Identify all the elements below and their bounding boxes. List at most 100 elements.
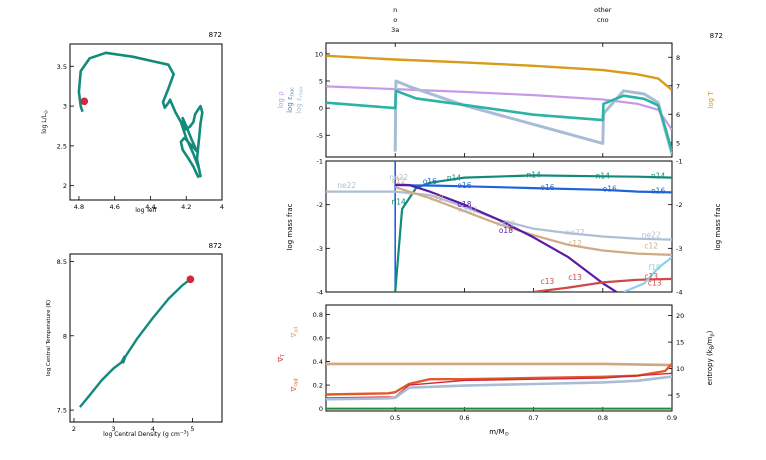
gradient-x-tick-label: 0.9 (667, 414, 677, 422)
log-T-label: log T (707, 91, 715, 109)
gradient-left-labels: ∇ad ∇T ∇rad (277, 327, 300, 393)
structure-right-tick-label: 7 (676, 82, 680, 90)
gradient-curves (326, 362, 672, 410)
burning-marker-label: 3a (391, 26, 399, 34)
hr-tick-labels: 4.8 4.6 4.4 4.2 4 2 2.5 3 3.5 (57, 63, 224, 211)
isotope-label: o16 (603, 185, 617, 194)
center-y-tick-label: 8 (63, 332, 67, 340)
isotope-label: c12 (392, 177, 406, 186)
structure-left-tick-label: -5 (317, 132, 323, 140)
isotope-label: o16 (651, 186, 665, 195)
hr-diagram-panel: 872 log Teff log L/L⊙ 4.8 4.6 4.4 4.2 4 2 2.5 3… (41, 31, 224, 214)
structure-right-tick-label: 8 (676, 54, 680, 62)
center-y-tick-label: 8.5 (57, 258, 67, 266)
hr-track-line (77, 51, 204, 179)
hr-y-tick-label: 3.5 (57, 63, 67, 71)
isotope-label: ne22 (496, 220, 515, 229)
hr-frame (69, 43, 223, 201)
center-frame (69, 253, 223, 423)
hr-x-tick-label: 4.2 (181, 203, 191, 211)
isotope-label: o18 (499, 226, 513, 235)
gradient-left-tick-label: 0 (319, 405, 323, 413)
gradient-x-tick-label: 0.7 (528, 414, 538, 422)
isotope-label: n14 (526, 171, 541, 180)
center-x-tick-label: 3 (111, 425, 115, 433)
abundance-ylabel-right: log mass frac (714, 203, 722, 250)
structure-line-log_rho (326, 85, 672, 131)
isotope-label: f19 (649, 263, 661, 272)
nabla-T-label: ∇T (277, 353, 287, 363)
hr-x-tick-label: 4 (220, 203, 224, 211)
abundance-left-tick-label: -1 (317, 158, 323, 166)
isotope-label: c13 (541, 277, 555, 286)
abundance-line-f19 (623, 256, 672, 292)
nabla-rad-label: ∇rad (290, 379, 300, 393)
structure-panel: 872 no 3a other cno -5 0 5 10 5 6 7 8 log ρ log εn… (277, 6, 723, 158)
center-track-line (78, 278, 192, 408)
entropy-label: entropy (kB/mp) (706, 330, 716, 385)
center-x-tick-label: 5 (190, 425, 194, 433)
structure-left-labels: log ρ log εnuc log εmax (277, 86, 305, 114)
hr-x-tick-label: 4.8 (74, 203, 84, 211)
center-track (78, 275, 195, 408)
isotope-label: c13 (568, 273, 582, 282)
isotope-label: ne22 (458, 206, 477, 215)
structure-model-number: 872 (710, 32, 723, 40)
abundance-right-tick-label: -1 (676, 158, 682, 166)
hr-x-tick-label: 4.6 (110, 203, 120, 211)
structure-left-tick-label: 10 (315, 50, 323, 58)
hr-current-point (80, 97, 89, 106)
structure-line-log_epsmax (393, 79, 672, 155)
structure-tick-labels: -5 0 5 10 5 6 7 8 (315, 50, 680, 157)
isotope-label: ne22 (389, 173, 408, 182)
hr-y-tick-label: 2 (63, 182, 67, 190)
log-rho-label: log ρ (277, 91, 285, 109)
isotope-label: c12 (644, 241, 658, 250)
structure-curves (326, 54, 672, 155)
abundance-left-tick-label: -2 (317, 201, 323, 209)
gradient-right-tick-label: 20 (676, 312, 684, 320)
abundance-ylabel: log mass frac (286, 203, 294, 250)
burning-marker-label: n (393, 6, 397, 14)
gradient-left-tick-label: 0.4 (313, 358, 323, 366)
center-x-tick-label: 4 (151, 425, 155, 433)
gradient-tick-labels: 0 0.2 0.4 0.6 0.8 5 10 15 20 0.5 0.6 0.7 0.8 0.9 (313, 311, 685, 422)
hr-y-tick-label: 2.5 (57, 142, 67, 150)
hr-model-number: 872 (209, 31, 222, 39)
abundance-left-tick-label: -4 (317, 289, 323, 297)
center-ylabel: log Central Temperature (K) (46, 300, 52, 376)
gradient-line-entropy (326, 375, 672, 401)
hr-xlabel: log Teff (135, 207, 157, 214)
log-epsnuc-label: log εnuc (286, 87, 296, 113)
abundance-line-o18 (395, 183, 618, 292)
gradient-frame (325, 304, 673, 412)
central-conditions-panel: 872 log Central Density (g cm−3) log Cen… (46, 242, 223, 438)
gradient-right-tick-label: 10 (676, 365, 684, 373)
isotope-label: o16 (540, 183, 554, 192)
isotope-label: n14 (447, 174, 462, 183)
abundance-right-tick-label: -4 (676, 289, 682, 297)
center-x-tick-label: 2 (72, 425, 76, 433)
hr-ylabel: log L/L⊙ (41, 110, 50, 134)
structure-left-tick-label: 5 (319, 78, 323, 86)
center-model-number: 872 (209, 242, 222, 250)
gradient-x-tick-label: 0.6 (459, 414, 469, 422)
structure-right-tick-label: 6 (676, 111, 680, 119)
isotope-label: o16 (423, 177, 437, 186)
gradient-panel: 0 0.2 0.4 0.6 0.8 5 10 15 20 0.5 0.6 0.7 0.8 0.9 m/M⊙… (277, 304, 716, 438)
gradient-right-tick-label: 5 (676, 392, 680, 400)
isotope-label: ne22 (566, 228, 585, 237)
isotope-label: c12 (430, 193, 444, 202)
gradient-line-ad (326, 362, 672, 367)
nabla-ad-label: ∇ad (290, 327, 300, 339)
burning-marker-label: other (594, 6, 612, 14)
abundance-right-tick-label: -3 (676, 245, 682, 253)
abundance-left-tick-label: -3 (317, 245, 323, 253)
isotope-label: c12 (568, 239, 582, 248)
hr-x-tick-label: 4.4 (145, 203, 155, 211)
burning-marker-label: cno (597, 16, 609, 24)
structure-left-tick-label: 0 (319, 105, 323, 113)
